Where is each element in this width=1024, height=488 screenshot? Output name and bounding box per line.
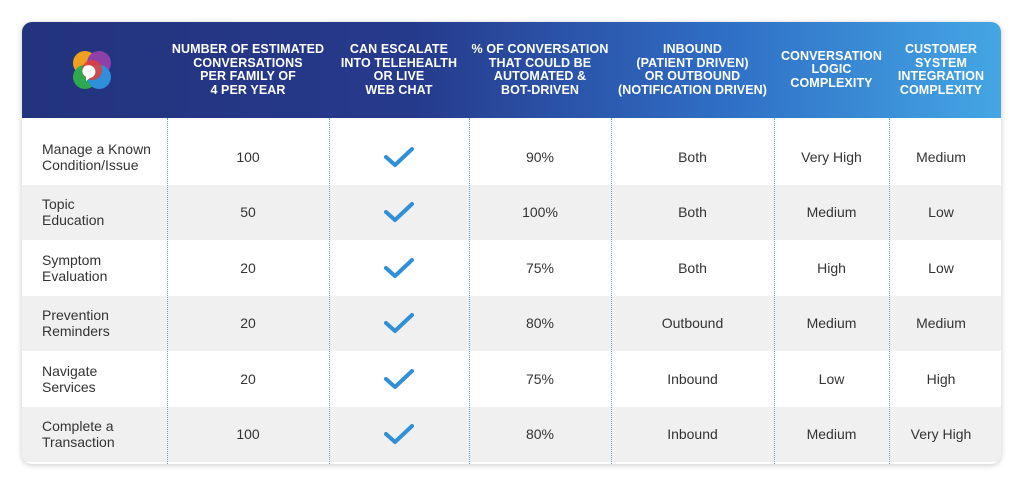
table-row: Navigate Services 20 75% Inbound Low High xyxy=(22,351,1001,406)
chat-bubble-logo-icon xyxy=(73,51,111,89)
header-escalate: CAN ESCALATE INTO TELEHEALTH OR LIVE WEB… xyxy=(340,42,458,97)
conversations-cell: 20 xyxy=(240,259,256,276)
escalate-cell xyxy=(329,407,469,462)
row-label: Topic Education xyxy=(42,196,105,228)
table-row: Complete a Transaction 100 80% Inbound Mediu… xyxy=(22,406,1001,462)
check-icon xyxy=(384,257,414,278)
header-integration-complexity: CUSTOMER SYSTEM INTEGRATION COMPLEXITY xyxy=(897,42,985,97)
escalate-cell xyxy=(329,240,469,295)
row-label: Complete a Transaction xyxy=(42,418,115,450)
table-header: NUMBER OF ESTIMATED CONVERSATIONS PER FA… xyxy=(22,22,1001,118)
header-direction: INBOUND (PATIENT DRIVEN) OR OUTBOUND (NO… xyxy=(617,42,768,97)
integration-complexity-cell: Low xyxy=(928,259,954,276)
check-icon xyxy=(384,313,414,333)
header-automated: % OF CONVERSATION THAT COULD BE AUTOMATE… xyxy=(471,42,609,97)
table-row: Topic Education 50 100% Both Medium Low xyxy=(22,184,1001,240)
check-icon xyxy=(384,368,414,389)
check-icon xyxy=(384,202,414,222)
column-divider xyxy=(889,118,890,464)
logic-complexity-cell: Medium xyxy=(806,426,857,442)
conversations-cell: 50 xyxy=(240,204,256,220)
automated-cell: 75% xyxy=(525,370,555,387)
direction-cell: Both xyxy=(678,204,707,220)
header-logic-complexity: CONVERSATION LOGIC COMPLEXITY xyxy=(781,48,882,90)
integration-complexity-cell: Very High xyxy=(910,426,972,442)
direction-cell: Both xyxy=(678,148,707,165)
automated-cell: 80% xyxy=(525,426,555,442)
automated-cell: 90% xyxy=(525,148,555,165)
check-icon xyxy=(384,424,414,444)
automated-cell: 75% xyxy=(525,259,555,276)
row-label: Prevention Reminders xyxy=(42,307,110,339)
row-label: Manage a Known Condition/Issue xyxy=(42,140,151,173)
check-icon xyxy=(384,146,414,167)
header-conversations: NUMBER OF ESTIMATED CONVERSATIONS PER FA… xyxy=(171,42,325,97)
conversations-cell: 100 xyxy=(236,426,260,442)
automated-cell: 80% xyxy=(525,315,555,331)
logic-complexity-cell: Medium xyxy=(806,204,857,220)
integration-complexity-cell: Medium xyxy=(916,315,966,331)
logic-complexity-cell: Very High xyxy=(801,148,862,165)
table-row: Manage a Known Condition/Issue 100 90% Both… xyxy=(22,129,1001,184)
conversations-cell: 20 xyxy=(240,370,256,387)
direction-cell: Both xyxy=(678,259,707,276)
escalate-cell xyxy=(329,129,469,184)
column-divider xyxy=(469,118,470,464)
logic-complexity-cell: Low xyxy=(818,370,845,387)
table-row: Symptom Evaluation 20 75% Both High Low xyxy=(22,240,1001,295)
comparison-table: NUMBER OF ESTIMATED CONVERSATIONS PER FA… xyxy=(22,22,1001,464)
column-divider xyxy=(774,118,775,464)
direction-cell: Outbound xyxy=(661,315,724,331)
escalate-cell xyxy=(329,185,469,240)
automated-cell: 100% xyxy=(522,204,558,220)
integration-complexity-cell: Medium xyxy=(916,148,966,165)
row-label: Navigate Services xyxy=(42,362,98,395)
conversations-cell: 100 xyxy=(236,148,260,165)
logic-complexity-cell: High xyxy=(817,259,846,276)
integration-complexity-cell: High xyxy=(926,370,956,387)
escalate-cell xyxy=(329,351,469,406)
direction-cell: Inbound xyxy=(667,370,718,387)
conversations-cell: 20 xyxy=(240,315,256,331)
row-label: Symptom Evaluation xyxy=(42,251,108,284)
table-row: Prevention Reminders 20 80% Outbound Medium M… xyxy=(22,295,1001,351)
integration-complexity-cell: Low xyxy=(928,204,954,220)
escalate-cell xyxy=(329,296,469,351)
column-divider xyxy=(611,118,612,464)
logic-complexity-cell: Medium xyxy=(806,315,857,331)
direction-cell: Inbound xyxy=(667,426,718,442)
column-divider xyxy=(167,118,168,464)
column-divider xyxy=(329,118,330,464)
